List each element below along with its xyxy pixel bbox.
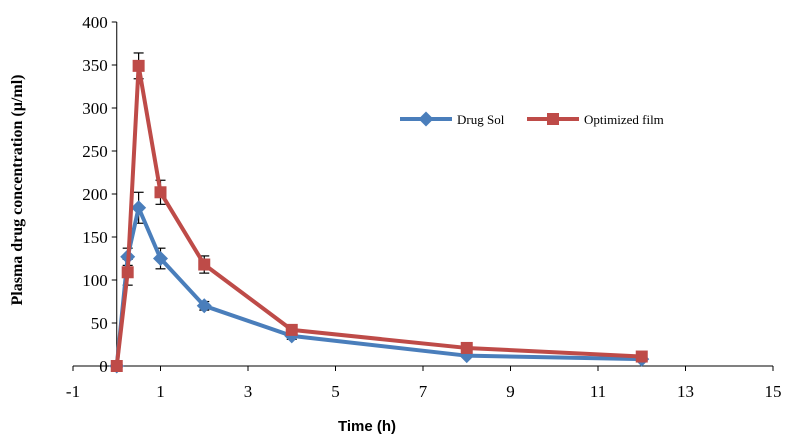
- y-tick-label: 150: [82, 228, 108, 247]
- x-tick-label: 11: [590, 382, 606, 401]
- data-point-optimized-film: [110, 360, 123, 372]
- x-tick-label: 15: [765, 382, 782, 401]
- legend-label-optimized-film: Optimized film: [584, 112, 664, 127]
- data-point-optimized-film: [460, 341, 473, 354]
- y-tick-label: 350: [82, 56, 108, 75]
- data-point-optimized-film: [198, 258, 211, 271]
- y-tick-label: 0: [99, 357, 108, 376]
- x-tick-label: 7: [419, 382, 428, 401]
- series-drug-sol: [109, 200, 650, 374]
- y-tick-label: 50: [91, 314, 108, 333]
- data-point-drug-sol: [153, 251, 168, 266]
- y-tick-label: 300: [82, 99, 108, 118]
- series-line-drug-sol: [114, 205, 642, 367]
- series-layer: [109, 59, 650, 374]
- data-point-optimized-film: [635, 350, 648, 363]
- y-tick-label: 200: [82, 185, 108, 204]
- x-tick-label: 5: [331, 382, 340, 401]
- x-tick-label: 1: [156, 382, 165, 401]
- y-axis-label: Plasma drug concentration (µ/ml): [9, 75, 26, 306]
- legend: Drug Sol Optimized film: [400, 111, 664, 127]
- data-point-optimized-film: [154, 186, 167, 199]
- x-tick-label: 9: [506, 382, 515, 401]
- data-point-optimized-film: [132, 59, 145, 72]
- y-tick-label: 400: [82, 13, 108, 32]
- x-tick-label: 3: [244, 382, 253, 401]
- legend-label-drug-sol: Drug Sol: [457, 112, 505, 127]
- x-axis-label: Time (h): [338, 418, 396, 435]
- data-point-drug-sol: [196, 298, 212, 314]
- legend-marker-optimized-film: [547, 113, 559, 125]
- x-tick-label: 13: [677, 382, 694, 401]
- data-point-drug-sol: [131, 200, 147, 216]
- data-point-optimized-film: [121, 266, 134, 279]
- x-tick-label: -1: [66, 382, 80, 401]
- series-optimized-film: [110, 59, 648, 372]
- data-point-optimized-film: [285, 323, 298, 336]
- series-line-optimized-film: [114, 63, 642, 367]
- error-bars: [122, 52, 647, 361]
- y-tick-label: 250: [82, 142, 108, 161]
- y-tick-label: 100: [82, 271, 108, 290]
- legend-marker-drug-sol: [418, 111, 434, 127]
